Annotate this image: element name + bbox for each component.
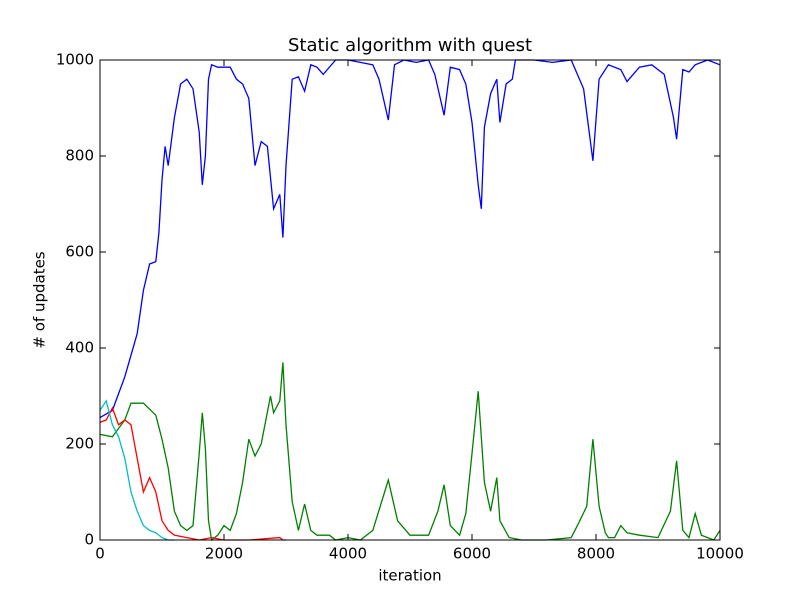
y-tick-label: 200 xyxy=(65,435,94,453)
line-series xyxy=(99,399,175,541)
y-tick-label: 0 xyxy=(84,531,94,549)
y-axis-label: # of updates xyxy=(31,251,49,348)
x-tick-label: 10000 xyxy=(696,545,744,563)
y-tick-label: 600 xyxy=(65,243,94,261)
x-tick-label: 4000 xyxy=(329,545,367,563)
x-tick-label: 0 xyxy=(95,545,105,563)
x-tick-label: 8000 xyxy=(577,545,615,563)
x-tick-label: 2000 xyxy=(205,545,243,563)
line-series xyxy=(99,362,721,542)
y-tick-label: 400 xyxy=(65,339,94,357)
chart-title: Static algorithm with quest xyxy=(288,35,532,56)
y-tick-label: 800 xyxy=(65,147,94,165)
plot-area xyxy=(99,59,721,542)
x-tick-label: 6000 xyxy=(453,545,491,563)
axes-frame xyxy=(99,59,721,541)
line-series xyxy=(99,59,721,419)
x-axis-label: iteration xyxy=(378,567,441,585)
y-tick-label: 1000 xyxy=(56,51,94,69)
